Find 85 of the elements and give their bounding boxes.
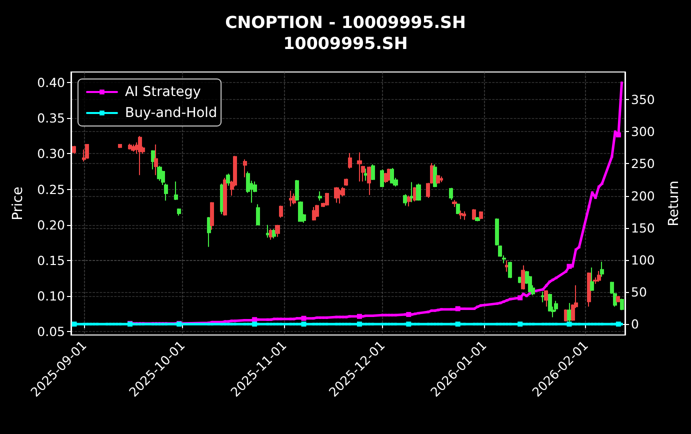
candlestick: [318, 190, 322, 202]
chart-title: CNOPTION - 10009995.SH: [225, 13, 466, 32]
candlestick: [312, 206, 316, 222]
y-tick-label: 0.35: [37, 110, 65, 126]
candlestick: [459, 210, 463, 220]
candlestick: [128, 143, 132, 150]
y2-tick-label: 150: [631, 220, 655, 236]
y2-tick-label: 0: [631, 316, 639, 332]
candlestick: [452, 199, 457, 208]
candlestick: [325, 192, 329, 206]
candlestick: [344, 178, 348, 186]
candlestick: [131, 144, 135, 152]
candlestick: [118, 144, 122, 149]
candlestick: [154, 144, 158, 176]
candlestick: [256, 204, 260, 226]
candlestick: [334, 186, 339, 204]
y-tick-label: 0.40: [37, 75, 66, 90]
candlestick: [292, 193, 296, 205]
candlestick: [472, 208, 476, 220]
candlestick: [338, 188, 342, 204]
candlestick: [72, 145, 76, 154]
y2-tick-label: 50: [631, 284, 647, 300]
candlestick: [226, 173, 230, 186]
candlestick: [479, 210, 483, 220]
y-axis-title: Price: [10, 186, 26, 220]
candlestick: [275, 224, 280, 238]
candlestick: [279, 205, 283, 218]
candlestick: [439, 176, 443, 183]
legend-label: AI Strategy: [125, 84, 201, 100]
y2-tick-label: 300: [631, 124, 655, 140]
candlestick: [600, 261, 604, 278]
candlestick: [380, 168, 384, 188]
y2-tick-label: 100: [631, 252, 655, 268]
candlestick: [367, 166, 371, 196]
candlestick: [289, 190, 293, 207]
y-tick-label: 0.30: [37, 146, 66, 162]
candlestick: [597, 270, 601, 282]
y2-tick-label: 250: [631, 156, 655, 172]
candlestick: [348, 152, 352, 170]
candlestick: [243, 158, 247, 178]
candlestick: [416, 183, 421, 202]
candlestick: [315, 204, 319, 218]
candlestick: [616, 295, 620, 303]
y-tick-label: 0.05: [37, 324, 65, 339]
candlestick: [521, 264, 525, 290]
candlestick: [407, 195, 411, 207]
candlestick: [357, 152, 362, 182]
y2-axis-title: Return: [666, 180, 682, 226]
candlestick: [475, 216, 480, 222]
candlestick: [456, 203, 460, 215]
candlestick: [508, 261, 512, 279]
candlestick: [210, 202, 214, 230]
candlestick: [151, 150, 155, 170]
candlestick: [433, 164, 437, 188]
candlestick: [223, 177, 227, 216]
candlestick: [620, 298, 624, 311]
y-tick-label: 0.20: [37, 217, 66, 232]
legend-label: Buy-and-Hold: [125, 105, 218, 121]
candlestick: [410, 182, 414, 203]
candlestick: [436, 174, 440, 184]
chart-subtitle: 10009995.SH: [283, 34, 408, 53]
candlestick: [590, 266, 594, 292]
candlestick: [266, 224, 270, 238]
candlestick: [157, 165, 162, 182]
candlestick: [462, 210, 466, 220]
candlestick: [541, 291, 545, 303]
y2-tick-label: 200: [631, 188, 655, 204]
candlestick: [85, 144, 89, 160]
candlestick: [505, 260, 509, 272]
candlestick: [403, 194, 407, 206]
candlestick: [371, 164, 375, 181]
y-tick-label: 0.25: [37, 182, 65, 197]
y-tick-label: 0.15: [37, 252, 65, 268]
candlestick: [177, 208, 181, 216]
y-tick-label: 0.10: [37, 288, 66, 304]
candlestick: [272, 228, 276, 239]
candlestick: [364, 168, 368, 182]
candlestick: [544, 290, 548, 308]
candlestick: [174, 180, 178, 200]
y2-tick-label: 350: [631, 92, 655, 108]
candlestick: [138, 135, 142, 176]
candlestick: [207, 216, 211, 248]
candlestick: [449, 187, 453, 200]
candlestick: [587, 272, 591, 308]
candlestick: [390, 167, 394, 184]
